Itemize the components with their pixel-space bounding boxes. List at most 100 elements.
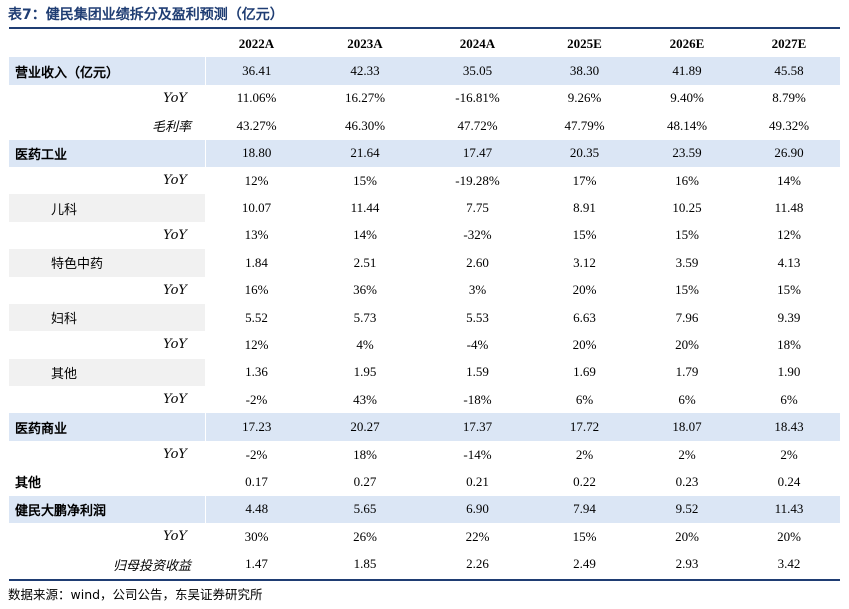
table-cell: 17.47 [422, 139, 533, 167]
table-cell: 18.07 [636, 413, 738, 441]
table-cell: 18% [353, 446, 377, 462]
table-cell: 1.84 [245, 254, 268, 270]
table-cell: 2% [678, 446, 696, 462]
row-label: YoY [163, 392, 187, 408]
table-cell: 35.05 [422, 57, 533, 85]
header-blank-cell [9, 30, 205, 57]
table-cell: 36% [353, 282, 377, 298]
column-header: 2024A [459, 35, 496, 51]
table-cell: 11.48 [774, 200, 804, 216]
table-cell: -16.81% [455, 90, 500, 106]
table-cell: 1.59 [466, 364, 489, 380]
header-row: 2022A 2023A 2024A 2025E 2026E 2027E [9, 30, 840, 57]
table-cell: 16% [675, 172, 699, 188]
table-body: 营业收入（亿元） 36.41 42.33 35.05 38.30 41.89 45.58 Yo… [9, 57, 840, 577]
table-cell: -2% [245, 391, 268, 407]
row-label: YoY [163, 90, 187, 106]
table-row: 其他 1.36 1.95 1.59 1.69 1.79 1.90 [9, 358, 840, 387]
table-row: YoY 13% 14% -32% 15% 15% 12% [9, 222, 840, 249]
table-cell: 1.95 [353, 364, 377, 380]
table-cell: 41.89 [636, 57, 738, 85]
table-cell: 20.35 [533, 139, 636, 167]
table-cell: 6.63 [573, 309, 596, 325]
table-cell: 6% [678, 391, 696, 407]
table-cell: 6% [575, 391, 594, 407]
table-cell: 15% [675, 227, 699, 243]
table-cell: 7.94 [533, 495, 636, 524]
table-row: 医药工业 18.80 21.64 17.47 20.35 23.59 26.90 [9, 139, 840, 167]
table-cell: 5.65 [308, 495, 422, 524]
table-cell: 9.26% [567, 90, 602, 106]
forecast-table: 2022A 2023A 2024A 2025E 2026E 2027E 营业收入… [9, 30, 841, 578]
table-cell: 2% [575, 446, 594, 462]
row-label: YoY [163, 227, 187, 243]
table-cell: 46.30% [344, 117, 386, 133]
table-cell: 20% [572, 282, 597, 298]
table-cell: 43.27% [236, 117, 277, 133]
row-label: 医药商业 [9, 413, 206, 441]
table-cell: 3% [468, 282, 487, 298]
table-row: 健民大鹏净利润 4.48 5.65 6.90 7.94 9.52 11.43 [9, 495, 840, 524]
table-cell: 4% [356, 336, 374, 352]
table-cell: 45.58 [738, 57, 840, 85]
table-cell: 36.41 [205, 57, 308, 85]
column-header: 2027E [771, 35, 807, 51]
table-cell: 6% [780, 391, 798, 407]
row-label: 毛利率 [151, 120, 191, 136]
table-cell: 10.25 [672, 200, 702, 216]
row-label: 儿科 [9, 194, 205, 222]
table-cell: -18% [463, 391, 492, 407]
table-cell: 17.23 [205, 413, 308, 441]
table-cell: 6.90 [422, 495, 533, 524]
row-label: 妇科 [9, 303, 205, 332]
table-cell: 11.06% [236, 90, 277, 106]
table-cell: 9.52 [636, 495, 738, 524]
table-cell: 43% [353, 391, 377, 407]
table-cell: 15% [675, 282, 699, 298]
column-header: 2022A [238, 35, 275, 51]
source-note: 数据来源：wind，公司公告，东吴证券研究所 [8, 587, 263, 602]
table-cell: -4% [466, 336, 489, 352]
table-cell: 5.73 [353, 309, 377, 325]
table-cell: 18.80 [205, 139, 308, 167]
table-cell: 15% [777, 282, 801, 298]
row-label: YoY [163, 447, 187, 463]
table-row: 营业收入（亿元） 36.41 42.33 35.05 38.30 41.89 45.58 [9, 57, 840, 85]
table-cell: 38.30 [533, 57, 636, 85]
table-cell: 17.37 [422, 413, 533, 441]
table-cell: 10.07 [241, 200, 272, 216]
table-cell: 16% [244, 282, 269, 298]
table-cell: 9.40% [670, 90, 704, 106]
table-cell: 20% [572, 336, 597, 352]
table-cell: 7.96 [675, 309, 699, 325]
table-row: 儿科 10.07 11.44 7.75 8.91 10.25 11.48 [9, 194, 840, 222]
table-cell: 2.60 [466, 254, 489, 270]
table-cell: 1.79 [675, 364, 699, 380]
table-row: 医药商业 17.23 20.27 17.37 17.72 18.07 18.43 [9, 413, 840, 441]
table-cell: 42.33 [308, 57, 422, 85]
table-cell: 1.90 [777, 364, 801, 380]
table-row: 特色中药 1.84 2.51 2.60 3.12 3.59 4.13 [9, 249, 840, 277]
table-cell: 48.14% [666, 117, 708, 133]
table-row: YoY -2% 18% -14% 2% 2% 2% [9, 441, 840, 468]
column-header: 2026E [669, 35, 705, 51]
table-cell: 18% [777, 336, 801, 352]
table-cell: 2.93 [675, 556, 699, 572]
table-cell: 22% [465, 528, 490, 544]
table-title: 表7：健民集团业绩拆分及盈利预测（亿元） [8, 7, 284, 23]
table-cell: -14% [463, 446, 492, 462]
table-cell: -19.28% [455, 172, 500, 188]
table-cell: -32% [463, 227, 492, 243]
table-cell: 0.23 [675, 473, 699, 489]
table-cell: 0.21 [466, 473, 489, 489]
table-row: YoY -2% 43% -18% 6% 6% 6% [9, 386, 840, 413]
table-row: 毛利率 43.27% 46.30% 47.72% 47.79% 48.14% 49.32% [9, 112, 840, 139]
table-cell: 26% [353, 528, 377, 544]
table-cell: 18.43 [738, 413, 840, 441]
table-cell: 3.59 [675, 254, 699, 270]
table-cell: 20% [675, 336, 699, 352]
table-row: YoY 11.06% 16.27% -16.81% 9.26% 9.40% 8.79% [9, 85, 840, 112]
table-cell: 2% [780, 446, 798, 462]
table-cell: 21.64 [308, 139, 422, 167]
table-cell: 4.13 [777, 254, 801, 270]
